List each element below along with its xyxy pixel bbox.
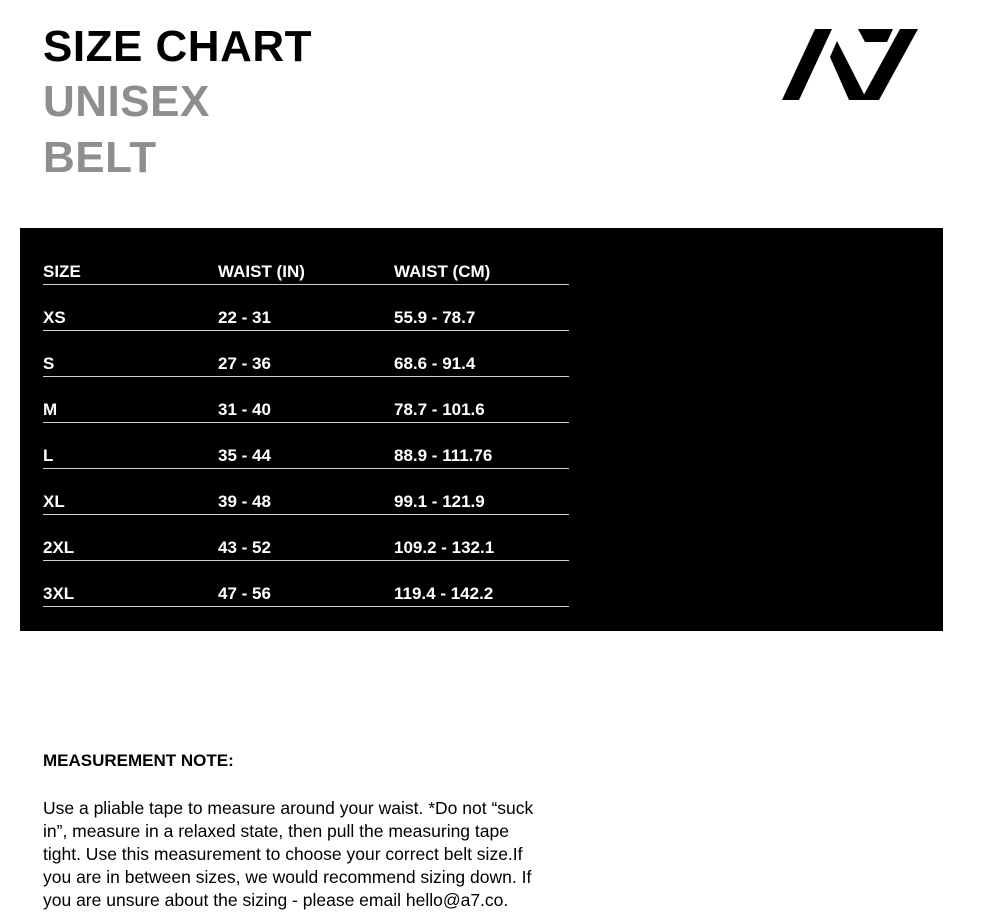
table-header-cell: SIZE [43,262,81,281]
table-row-cell: 27 - 36 [218,354,271,373]
table-row: S 27 - 36 68.6 - 91.4 [43,330,569,377]
table-row-cell: 99.1 - 121.9 [394,492,485,511]
table-row: XL 39 - 48 99.1 - 121.9 [43,468,569,515]
table-row-cell: 78.7 - 101.6 [394,400,485,419]
note-heading: MEASUREMENT NOTE: [43,751,234,770]
table-row-cell: 39 - 48 [218,492,271,511]
note-line: in”, measure in a relaxed state, then pu… [43,821,509,841]
table-row: 3XL 47 - 56 119.4 - 142.2 [43,560,569,607]
table-row: M 31 - 40 78.7 - 101.6 [43,376,569,423]
table-row-cell: 3XL [43,584,75,603]
table-row-cell: 22 - 31 [218,308,271,327]
table-row-cell: 35 - 44 [218,446,271,465]
table-row-cell: XS [43,308,66,327]
table-row: L 35 - 44 88.9 - 111.76 [43,422,569,469]
note-line: you are in between sizes, we would recom… [43,867,532,887]
table-row-cell: L [43,446,54,465]
table-header-cell: WAIST (IN) [218,262,305,281]
note-line: Use a pliable tape to measure around you… [43,798,534,818]
size-table: SIZE WAIST (IN) WAIST (CM) XS 22 - 31 55.9 - … [20,228,943,631]
subtitle-belt: BELT [43,133,157,182]
table-row-cell: M [43,400,58,419]
table-row: XS 22 - 31 55.9 - 78.7 [43,284,569,331]
table-row-cell: 31 - 40 [218,400,271,419]
table-header-cell: WAIST (CM) [394,262,491,281]
page-title: SIZE CHART [43,22,312,71]
note-line: you are unsure about the sizing - please… [43,890,509,910]
table-row-cell: XL [43,492,65,511]
subtitle-unisex: UNISEX [43,77,210,126]
table-row-cell: 119.4 - 142.2 [394,584,494,603]
table-header: SIZE WAIST (IN) WAIST (CM) [43,238,569,285]
table-row-cell: 47 - 56 [218,584,271,603]
table-row-cell: 68.6 - 91.4 [394,354,476,373]
table-row-cell: 43 - 52 [218,538,271,557]
measurement-note: Use a pliable tape to measure around you… [43,797,533,912]
a7-logo [782,29,918,100]
table-row: 2XL 43 - 52 109.2 - 132.1 [43,514,569,561]
table-row-cell: S [43,354,55,373]
table-row-cell: 109.2 - 132.1 [394,538,495,557]
table-row-cell: 55.9 - 78.7 [394,308,476,327]
table-row-cell: 88.9 - 111.76 [394,446,493,465]
table-row-cell: 2XL [43,538,75,557]
note-line: tight. Use this measurement to choose yo… [43,844,523,864]
